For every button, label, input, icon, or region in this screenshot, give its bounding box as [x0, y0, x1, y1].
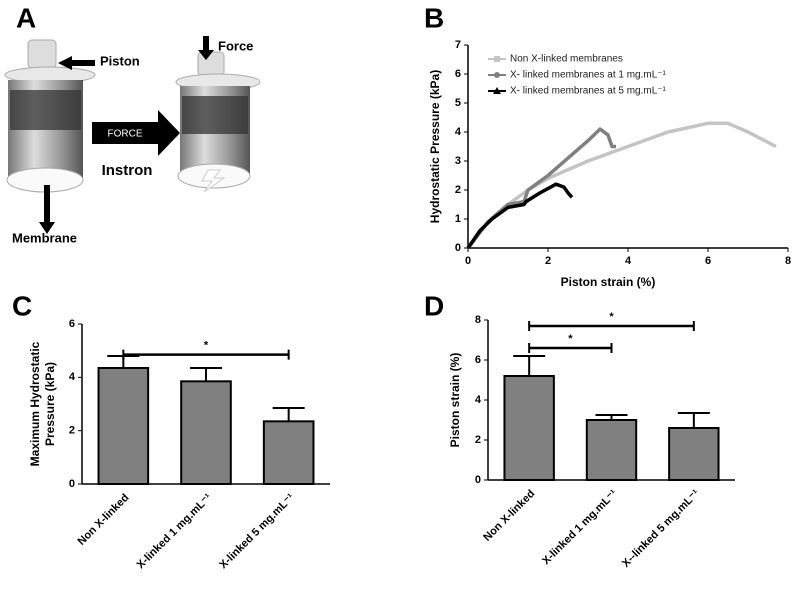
bar: [668, 427, 720, 481]
y-tick-label: 6: [475, 354, 481, 366]
label: Piston: [100, 53, 140, 68]
arrow: [92, 110, 180, 156]
syringe-left: [4, 39, 96, 193]
label: FORCE: [108, 129, 143, 140]
y-axis-title: Maximum HydrostaticPressure (kPa): [28, 341, 57, 466]
y-tick-label: 7: [455, 39, 461, 51]
label: Membrane: [12, 230, 77, 245]
y-tick-label: 6: [455, 68, 461, 80]
x-tick-label: Non X-linked: [481, 488, 537, 544]
bar: [180, 380, 232, 486]
x-tick-label: 0: [465, 255, 471, 267]
y-tick-label: 4: [69, 371, 76, 383]
y-tick-label: 1: [455, 213, 461, 225]
arrow: [58, 56, 95, 70]
panel-label: C: [12, 290, 32, 321]
x-tick-label: X-linked 1 mg.mL⁻¹: [135, 491, 215, 571]
x-tick-label: X--linked 5 mg.mL⁻¹: [620, 487, 702, 569]
y-tick-label: 2: [475, 434, 481, 446]
bar: [262, 420, 315, 486]
y-tick-label: 0: [475, 474, 481, 486]
bar: [585, 419, 638, 481]
legend-marker: [493, 87, 501, 94]
panel-label: B: [424, 2, 444, 33]
bar: [503, 375, 555, 481]
x-tick-label: Non X-linked: [75, 492, 131, 548]
panel-label: D: [424, 290, 444, 321]
panel-label: A: [16, 2, 36, 33]
y-tick-label: 3: [455, 155, 461, 167]
y-tick-label: 4: [455, 126, 462, 138]
legend-marker: [494, 72, 500, 78]
arrow: [39, 185, 55, 234]
y-tick-label: 2: [455, 184, 461, 196]
line: [466, 127, 616, 250]
x-tick-label: 2: [545, 255, 551, 267]
legend-label: X- linked membranes at 1 mg.mL⁻¹: [510, 70, 667, 81]
significance-label: *: [568, 333, 573, 345]
significance-label: *: [609, 311, 614, 323]
bar: [97, 367, 150, 485]
legend-label: X- linked membranes at 5 mg.mL⁻¹: [510, 86, 667, 97]
y-tick-label: 2: [69, 425, 75, 437]
y-tick-label: 8: [475, 314, 481, 326]
syringe-right: [175, 51, 261, 193]
arrow: [198, 36, 214, 60]
line: [466, 121, 777, 250]
x-axis-title: Piston strain (%): [561, 275, 656, 289]
y-tick-label: 4: [475, 394, 482, 406]
legend-label: Non X-linked membranes: [510, 54, 623, 65]
x-tick-label: X-linked 5 mg.mL⁻¹: [217, 491, 297, 571]
x-tick-label: X-linked 1 mg.mL⁻¹: [540, 487, 620, 567]
x-tick-label: 4: [625, 255, 632, 267]
line: [466, 182, 574, 249]
legend-marker: [494, 56, 500, 62]
label: Force: [218, 38, 253, 53]
y-tick-label: 0: [69, 478, 75, 490]
x-tick-label: 8: [785, 255, 791, 267]
y-tick-label: 0: [455, 242, 461, 254]
y-axis-title: Hydrostatic Pressure (kPa): [428, 70, 442, 223]
significance-label: *: [204, 340, 209, 352]
y-tick-label: 5: [455, 97, 461, 109]
y-tick-label: 6: [69, 318, 75, 330]
y-axis-title: Piston strain (%): [448, 353, 462, 448]
label: Instron: [102, 162, 153, 179]
x-tick-label: 6: [705, 255, 711, 267]
